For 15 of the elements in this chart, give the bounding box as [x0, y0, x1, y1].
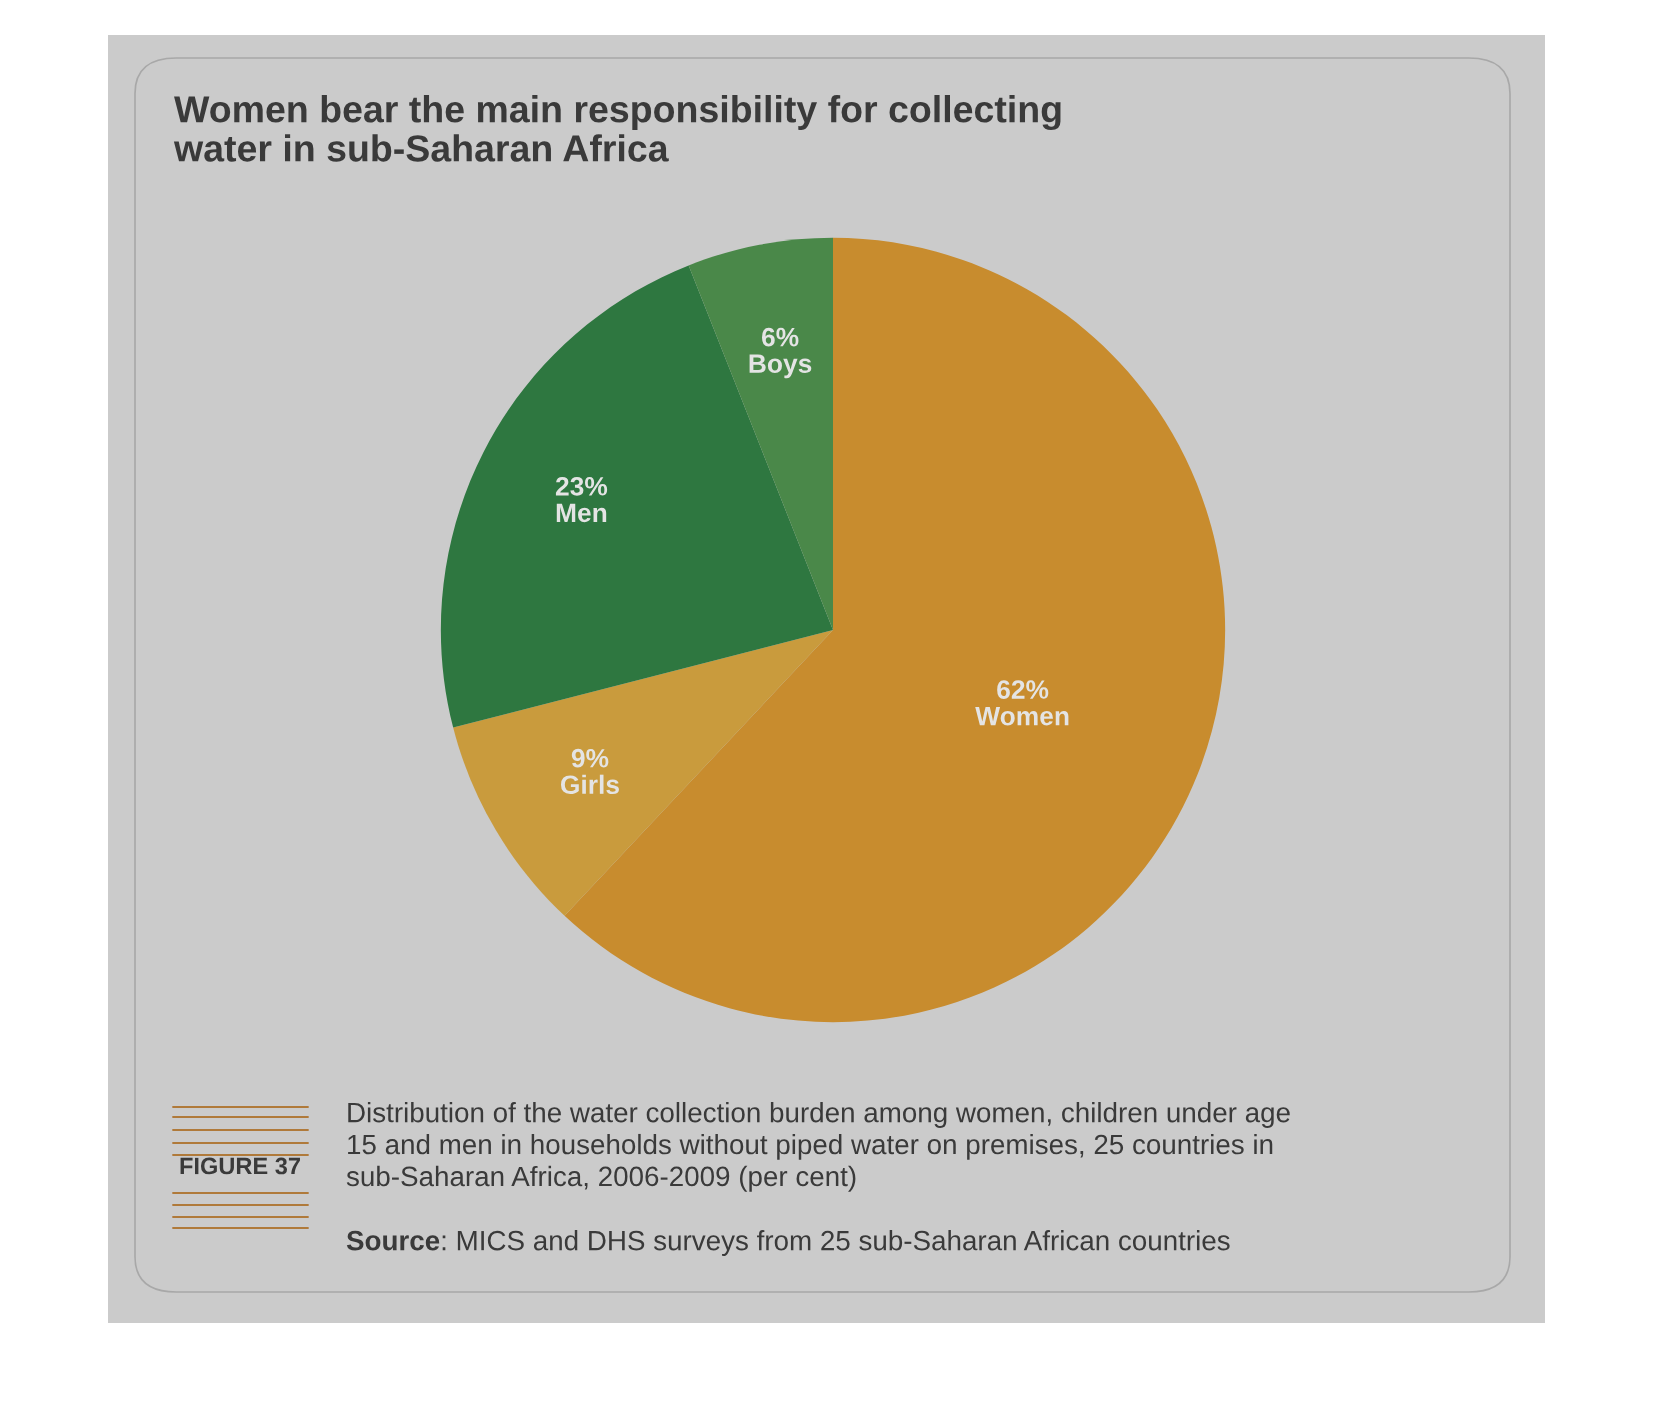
pie-slice: [688, 237, 833, 630]
text: Distribution of the water collection burden among women, children under age 15 and men in households without piped water on premises, 25 countries in sub-Saharan Africa, 2006-2009 (per cent): [346, 1102, 1290, 1192]
caption: FIGURE 37: [180, 1157, 300, 1175]
slice-label: Boys: [749, 354, 812, 379]
data-label: 9%: [571, 748, 609, 768]
pie-slice: [453, 630, 833, 916]
pie-slice: [440, 265, 833, 728]
slice-label: Women: [975, 706, 1069, 726]
data-label: 23%: [555, 476, 608, 496]
slice-label: Men: [556, 503, 607, 523]
slice-label: Girls: [560, 774, 619, 795]
chart-title: Women bear the main responsibility for collecting water in sub-Saharan Africa: [173, 95, 1061, 162]
source-note: Source: MICS and DHS surveys from 25 sub-Saharan African countries: [346, 1230, 1230, 1256]
data-label: 62%: [997, 680, 1049, 699]
data-label: 6%: [761, 327, 799, 347]
